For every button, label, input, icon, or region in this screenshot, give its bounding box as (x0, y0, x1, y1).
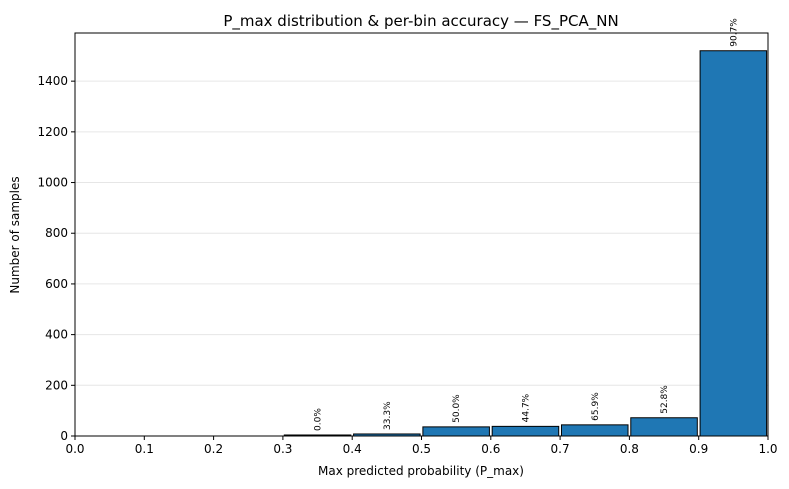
histogram-bar (630, 417, 698, 437)
bar-accuracy-label: 33.3% (383, 401, 393, 430)
bar-labels-layer: 0.0% 33.3% 50.0% 44.7% 65.9% 52.8% 90.7% (314, 18, 740, 431)
histogram-bar (422, 426, 490, 437)
y-tick-label: 200 (45, 378, 68, 392)
y-tick-label: 1200 (37, 125, 68, 139)
y-tick-label: 1400 (37, 74, 68, 88)
histogram-bar (491, 425, 560, 437)
y-tick-label: 800 (45, 226, 68, 240)
x-tick-label: 0.8 (620, 442, 639, 456)
x-tick-label: 0.1 (135, 442, 154, 456)
x-tick-label: 0.3 (273, 442, 292, 456)
y-axis: 0 200 400 600 800 1000 1200 1400 (37, 74, 75, 443)
x-axis-label: Max predicted probability (P_max) (318, 464, 524, 478)
x-tick-label: 0.7 (551, 442, 570, 456)
y-tick-label: 1000 (37, 176, 68, 190)
chart-title: P_max distribution & per-bin accuracy — … (223, 12, 618, 31)
x-tick-label: 0.9 (689, 442, 708, 456)
bar-accuracy-label: 90.7% (729, 18, 739, 47)
bar-accuracy-label: 65.9% (591, 392, 601, 421)
y-tick-label: 600 (45, 277, 68, 291)
y-axis-label: Number of samples (8, 176, 22, 293)
y-tick-label: 400 (45, 328, 68, 342)
bar-accuracy-label: 0.0% (314, 408, 324, 431)
bars-layer (283, 50, 768, 437)
bar-accuracy-label: 52.8% (660, 385, 670, 414)
bar-accuracy-label: 44.7% (521, 393, 531, 422)
x-tick-label: 0.6 (481, 442, 500, 456)
x-tick-label: 0.5 (412, 442, 431, 456)
x-tick-label: 1.0 (758, 442, 777, 456)
y-tick-label: 0 (60, 429, 68, 443)
grid-layer (75, 80, 768, 386)
x-tick-label: 0.0 (65, 442, 84, 456)
histogram-bar (560, 424, 629, 437)
bar-accuracy-label: 50.0% (452, 394, 462, 423)
plot-frame (74, 32, 769, 437)
x-tick-label: 0.4 (343, 442, 362, 456)
x-axis: 0.0 0.1 0.2 0.3 0.4 0.5 0.6 0.7 0.8 0.9 1.0 (65, 436, 778, 456)
histogram-bar (699, 50, 768, 437)
x-tick-label: 0.2 (204, 442, 223, 456)
